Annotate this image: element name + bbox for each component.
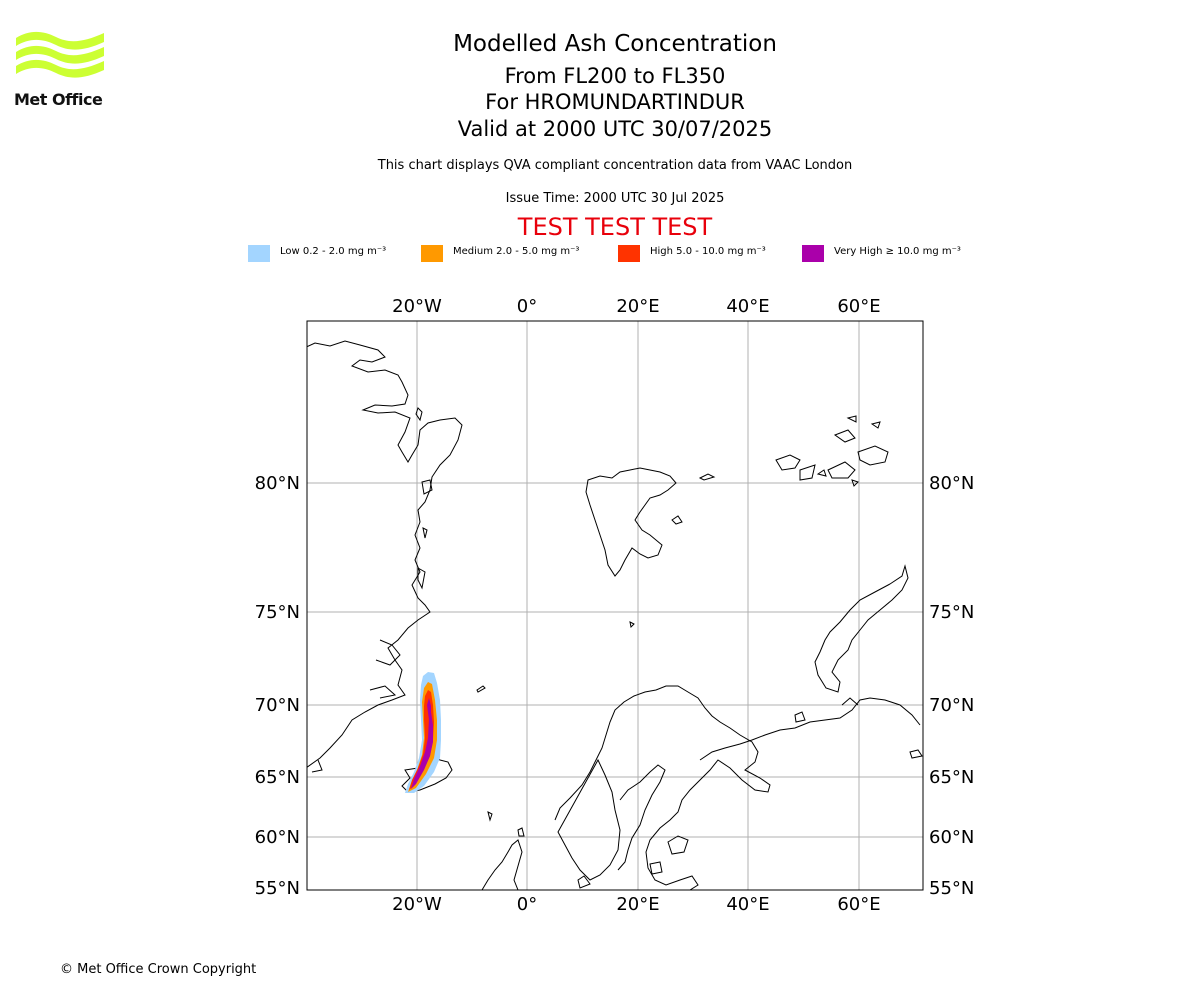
coastline-iceland bbox=[401, 755, 453, 793]
chart-description: This chart displays QVA compliant concen… bbox=[377, 158, 853, 173]
lon-label-top-60e: 60°E bbox=[837, 296, 880, 317]
map-gridlines bbox=[307, 321, 923, 890]
met-office-logo-waves bbox=[16, 31, 104, 78]
lat-label-left-65n: 65°N bbox=[255, 767, 300, 788]
lon-label-top-40e: 40°E bbox=[726, 296, 769, 317]
issue-time: Issue Time: 2000 UTC 30 Jul 2025 bbox=[505, 191, 725, 206]
coastline-finland-lakes bbox=[649, 835, 689, 875]
lon-label-bottom-0: 0° bbox=[517, 894, 537, 915]
coastline-franz-josef-land bbox=[775, 415, 889, 487]
legend-label-medium: Medium 2.0 - 5.0 mg m⁻³ bbox=[453, 246, 580, 257]
lon-label-bottom-20e: 20°E bbox=[616, 894, 659, 915]
lat-label-left-80n: 80°N bbox=[255, 473, 300, 494]
legend-label-very-high: Very High ≥ 10.0 mg m⁻³ bbox=[834, 246, 961, 257]
lat-label-right-80n: 80°N bbox=[929, 473, 974, 494]
lon-label-bottom-20w: 20°W bbox=[392, 894, 442, 915]
legend-label-high: High 5.0 - 10.0 mg m⁻³ bbox=[650, 246, 766, 257]
coastline-greenland bbox=[307, 340, 463, 768]
met-office-logo-text: Met Office bbox=[14, 90, 103, 109]
coastline-jan-mayen bbox=[476, 685, 486, 693]
lat-label-left-60n: 60°N bbox=[255, 827, 300, 848]
ash-plume-very-high bbox=[411, 712, 433, 789]
lon-label-bottom-40e: 40°E bbox=[726, 894, 769, 915]
coastline-scandinavia bbox=[554, 685, 771, 890]
coastline-faroes-shetland bbox=[487, 811, 591, 889]
legend-label-low: Low 0.2 - 2.0 mg m⁻³ bbox=[280, 246, 387, 257]
lat-label-right-70n: 70°N bbox=[929, 695, 974, 716]
lat-label-right-75n: 75°N bbox=[929, 602, 974, 623]
ash-plume-high bbox=[409, 690, 434, 790]
test-banner: TEST TEST TEST bbox=[517, 213, 713, 241]
legend-swatch-medium bbox=[421, 245, 443, 262]
coastline-greenland-fjords bbox=[311, 639, 401, 773]
lat-label-left-70n: 70°N bbox=[255, 695, 300, 716]
coastline-baltic bbox=[617, 764, 666, 871]
coastline-greenland-islands bbox=[415, 407, 433, 590]
ash-plume bbox=[405, 672, 441, 793]
coastline-novaya-zemlya bbox=[814, 564, 909, 693]
lon-label-bottom-60e: 60°E bbox=[837, 894, 880, 915]
coastline-svalbard bbox=[585, 467, 677, 577]
valid-time: Valid at 2000 UTC 30/07/2025 bbox=[457, 117, 773, 141]
ash-plume-very-high-core bbox=[427, 698, 431, 720]
legend-swatch-low bbox=[248, 245, 270, 262]
lon-label-top-20e: 20°E bbox=[616, 296, 659, 317]
chart-title: Modelled Ash Concentration bbox=[453, 31, 777, 57]
lat-label-left-55n: 55°N bbox=[255, 878, 300, 899]
lat-label-right-55n: 55°N bbox=[929, 878, 974, 899]
lat-label-left-75n: 75°N bbox=[255, 602, 300, 623]
flight-level-range: From FL200 to FL350 bbox=[504, 64, 726, 88]
legend-swatch-high bbox=[618, 245, 640, 262]
coastline-svalbard-east bbox=[629, 473, 716, 629]
legend-swatch-very-high bbox=[802, 245, 824, 262]
lon-label-top-0: 0° bbox=[517, 296, 537, 317]
volcano-name: For HROMUNDARTINDUR bbox=[485, 90, 745, 114]
lon-label-top-20w: 20°W bbox=[392, 296, 442, 317]
copyright-notice: © Met Office Crown Copyright bbox=[60, 962, 257, 977]
coastline-uk bbox=[481, 839, 523, 890]
lat-label-right-65n: 65°N bbox=[929, 767, 974, 788]
map-frame bbox=[306, 320, 924, 891]
coastline-kola bbox=[699, 697, 923, 761]
lat-label-right-60n: 60°N bbox=[929, 827, 974, 848]
